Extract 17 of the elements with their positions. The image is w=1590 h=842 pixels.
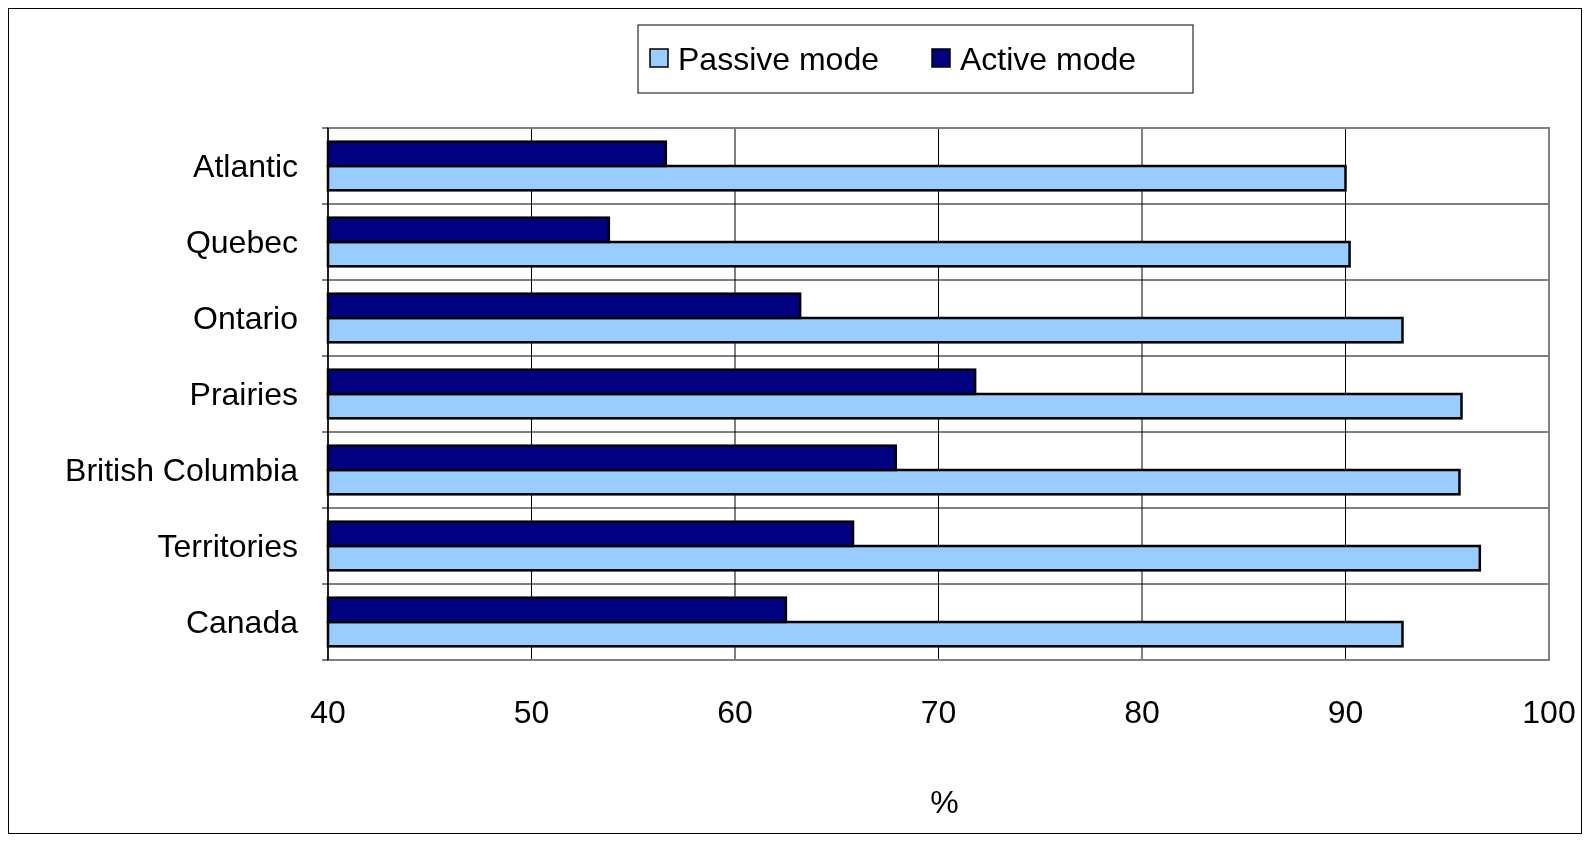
x-tick-label: 40 (310, 694, 346, 730)
x-tick-label: 80 (1124, 694, 1160, 730)
y-tick-label: Canada (185, 604, 299, 640)
y-tick-label: Atlantic (193, 148, 298, 184)
x-axis-title: % (930, 784, 959, 820)
x-tick-label: 100 (1522, 694, 1576, 730)
y-tick-label: British Columbia (65, 452, 299, 488)
legend-label: Passive mode (678, 41, 879, 77)
y-tick-label: Territories (157, 528, 298, 564)
x-tick-label: 90 (1327, 694, 1364, 730)
y-tick-label: Quebec (185, 224, 298, 260)
x-tick-label: 70 (920, 694, 957, 730)
legend-label: Active mode (960, 41, 1137, 77)
x-tick-label: 50 (513, 694, 550, 730)
y-tick-label: Ontario (193, 300, 298, 336)
y-tick-label: Prairies (189, 376, 298, 412)
x-tick-label: 60 (717, 694, 753, 730)
